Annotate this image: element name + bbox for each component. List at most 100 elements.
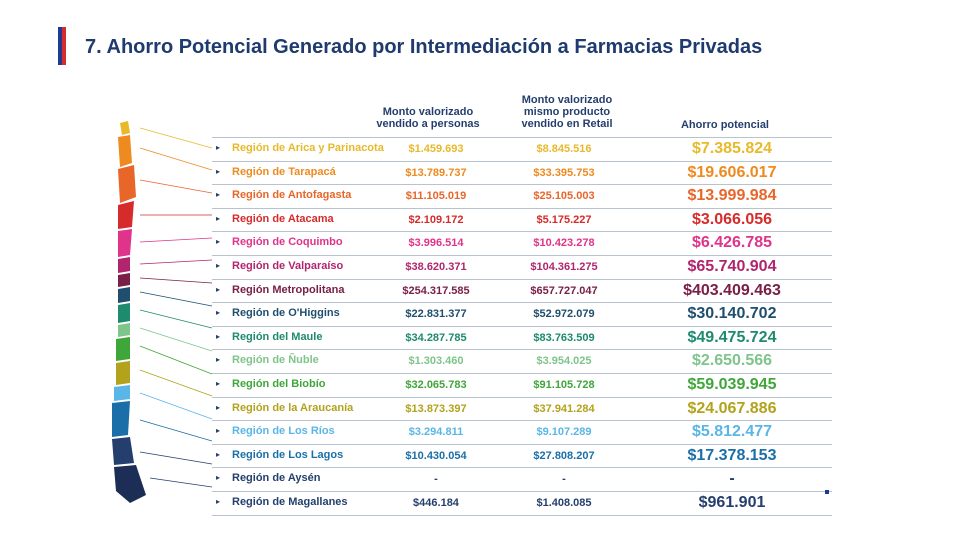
value-vendido-retail: $33.395.753 [533, 166, 595, 179]
row-bullet-icon: ▸ [216, 331, 221, 341]
value-vendido-personas: $11.105.019 [405, 190, 467, 203]
table-row: ▸ Región de Los Lagos $10.430.054 $27.808.2… [212, 445, 832, 469]
title-accent-bar [58, 27, 66, 65]
value-ahorro-potencial: $403.409.463 [683, 281, 781, 299]
row-bullet-icon: ▸ [216, 355, 221, 365]
value-vendido-retail: $8.845.516 [536, 143, 592, 155]
map-region-magallanes [114, 465, 146, 503]
column-header-vendido-personas: Monto valorizado vendido a personas [376, 106, 480, 130]
row-bullet-icon: ▸ [216, 190, 221, 200]
region-name: Región del Biobío [232, 377, 326, 390]
region-name: Región de la Araucanía [232, 401, 354, 414]
value-vendido-personas: $13.789.737 [405, 166, 467, 179]
row-bullet-icon: ▸ [216, 237, 221, 247]
region-name: Región de Tarapacá [232, 165, 336, 178]
savings-table: ▸ Región de Arica y Parinacota $1.459.693 $… [212, 137, 832, 516]
map-region-nuble [118, 323, 130, 337]
region-name: Región de Aysén [232, 472, 321, 485]
map-region-maule [118, 303, 130, 323]
value-vendido-retail: $3.954.025 [536, 355, 592, 368]
value-ahorro-potencial: $24.067.886 [687, 399, 777, 417]
table-row: ▸ Región de Arica y Parinacota $1.459.693 $… [212, 137, 832, 162]
value-vendido-personas: $34.287.785 [405, 331, 467, 344]
value-ahorro-potencial: $30.140.702 [687, 305, 777, 323]
value-ahorro-potencial: $19.606.017 [687, 163, 777, 181]
table-row: ▸ Región del Maule $34.287.785 $83.763.509 $… [212, 327, 832, 351]
corner-dot [825, 490, 829, 494]
table-row: ▸ Región de Valparaíso $38.620.371 $104.361… [212, 256, 832, 280]
table-row: ▸ Región de la Araucanía $13.873.397 $37.94… [212, 398, 832, 422]
page-title: 7. Ahorro Potencial Generado por Interme… [85, 36, 763, 58]
region-name: Región de Ñuble [232, 354, 319, 367]
value-vendido-retail: $52.972.079 [533, 308, 595, 321]
value-vendido-retail: $91.105.728 [533, 378, 595, 391]
value-vendido-retail: $657.727.047 [530, 284, 598, 297]
table-row: ▸ Región del Biobío $32.065.783 $91.105.728… [212, 374, 832, 398]
value-vendido-retail: $104.361.275 [530, 260, 598, 273]
map-region-biobio [116, 337, 130, 361]
table-row: ▸ Región de Ñuble $1.303.460 $3.954.025 $2.6… [212, 350, 832, 374]
table-row: ▸ Región de Atacama $2.109.172 $5.175.227 $3… [212, 209, 832, 233]
value-vendido-personas: $22.831.377 [405, 308, 467, 321]
table-row: ▸ Región de Tarapacá $13.789.737 $33.395.75… [212, 162, 832, 186]
map-region-araucania [116, 361, 130, 385]
value-ahorro-potencial: $17.378.153 [687, 446, 777, 464]
title-accent-blue [58, 27, 62, 65]
region-name: Región de Atacama [232, 212, 334, 225]
table-row: ▸ Región Metropolitana $254.317.585 $657.72… [212, 280, 832, 304]
map-region-metropolitana [118, 273, 130, 287]
map-region-antofagasta [118, 165, 136, 203]
value-ahorro-potencial: $7.385.824 [691, 140, 773, 157]
table-row: ▸ Región de Aysén - - - [212, 468, 832, 492]
region-name: Región Metropolitana [232, 283, 345, 296]
map-region-arica [120, 121, 130, 135]
value-vendido-personas: $446.184 [413, 496, 459, 509]
value-vendido-retail: $10.423.278 [533, 237, 595, 250]
value-vendido-personas: $1.459.693 [408, 143, 464, 155]
row-bullet-icon: ▸ [216, 426, 221, 436]
value-vendido-personas: $3.294.811 [408, 426, 464, 439]
map-region-coquimbo [118, 229, 132, 257]
value-ahorro-potencial: $961.901 [698, 493, 766, 511]
value-ahorro-potencial: $5.812.477 [691, 423, 773, 441]
row-bullet-icon: ▸ [216, 402, 221, 412]
table-row: ▸ Región de Magallanes $446.184 $1.408.085 $… [212, 492, 832, 516]
value-ahorro-potencial: $2.650.566 [691, 352, 773, 370]
value-vendido-personas: $38.620.371 [405, 260, 467, 273]
value-vendido-retail: $5.175.227 [536, 213, 592, 226]
value-ahorro-potencial: $59.039.945 [687, 375, 777, 393]
column-header-ahorro-potencial: Ahorro potencial [680, 119, 769, 131]
region-name: Región de Los Ríos [232, 425, 335, 438]
region-name: Región de Valparaíso [232, 259, 344, 272]
table-row: ▸ Región de Coquimbo $3.996.514 $10.423.278… [212, 232, 832, 256]
map-region-losrios [114, 385, 130, 401]
value-vendido-personas: $13.873.397 [405, 402, 467, 415]
row-bullet-icon: ▸ [216, 378, 221, 388]
row-bullet-icon: ▸ [216, 213, 221, 223]
table-row: ▸ Región de Los Ríos $3.294.811 $9.107.289 $… [212, 421, 832, 445]
region-name: Región de Antofagasta [232, 189, 352, 202]
value-ahorro-potencial: $13.999.984 [687, 187, 777, 205]
value-vendido-retail: $37.941.284 [533, 402, 595, 415]
region-name: Región de O'Higgins [232, 307, 340, 320]
table-row: ▸ Región de O'Higgins $22.831.377 $52.972.0… [212, 303, 832, 327]
row-bullet-icon: ▸ [216, 449, 221, 459]
region-name: Región de Los Lagos [232, 448, 344, 461]
table-row: ▸ Región de Antofagasta $11.105.019 $25.105… [212, 185, 832, 209]
value-ahorro-potencial: $6.426.785 [691, 234, 773, 252]
region-name: Región de Arica y Parinacota [232, 142, 384, 154]
region-name: Región de Magallanes [232, 495, 348, 508]
region-name: Región de Coquimbo [232, 236, 343, 249]
row-bullet-icon: ▸ [216, 143, 221, 152]
value-vendido-retail: $1.408.085 [536, 496, 592, 509]
row-bullet-icon: ▸ [216, 496, 221, 506]
row-bullet-icon: ▸ [216, 260, 221, 270]
map-region-loslagos [112, 401, 130, 437]
column-header-vendido-retail: Monto valorizado mismo producto vendido … [521, 94, 613, 130]
region-name: Región del Maule [232, 330, 323, 343]
map-region-aysen [112, 437, 134, 465]
row-bullet-icon: ▸ [216, 166, 221, 176]
map-region-valparaiso [118, 257, 130, 273]
value-vendido-retail: $27.808.207 [533, 449, 595, 462]
value-vendido-retail: $25.105.003 [533, 190, 595, 203]
